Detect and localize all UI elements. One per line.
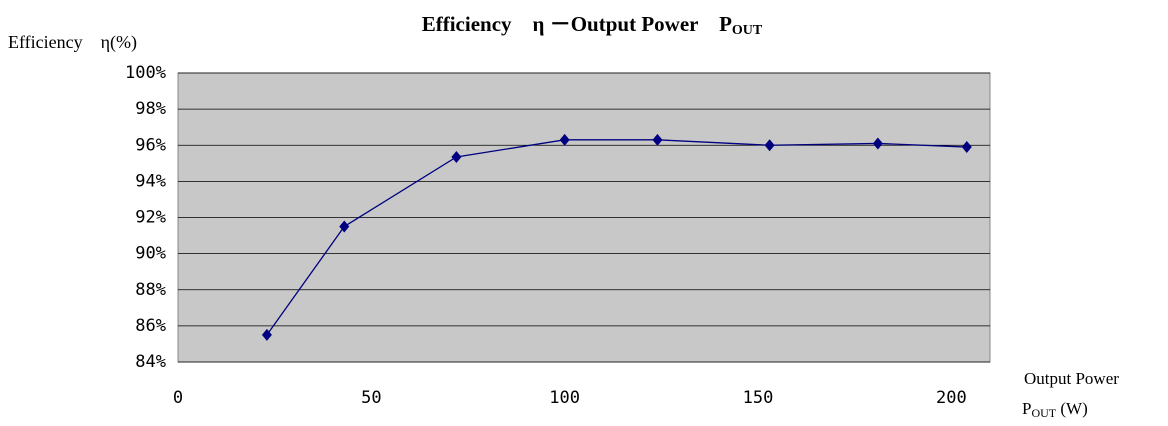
y-tick-label: 96% (135, 135, 166, 155)
y-axis-label: Efficiency η(%) (8, 32, 137, 53)
x-tick-label: 200 (936, 388, 967, 408)
y-tick-label: 90% (135, 244, 166, 264)
y-tick-label: 100% (125, 63, 166, 83)
title-text: Efficiency η －Output Power P (422, 12, 732, 36)
data-point (339, 220, 350, 233)
y-tick-label: 98% (135, 99, 166, 119)
x-axis-label: Output Power (1024, 369, 1119, 388)
y-tick-label: 86% (135, 316, 166, 336)
data-point (559, 133, 570, 146)
x-tick-label: 100 (549, 388, 580, 408)
x-axis-unit: POUT (W) (1022, 399, 1088, 420)
x-tick-label: 50 (361, 388, 381, 408)
data-point (961, 141, 972, 154)
y-tick-label: 88% (135, 280, 166, 300)
x-label-unit: (W) (1056, 399, 1088, 418)
data-point (261, 328, 272, 341)
data-point (451, 150, 462, 163)
data-point (872, 137, 883, 150)
data-point (652, 133, 663, 146)
data-line (266, 139, 967, 336)
x-tick-label: 0 (173, 388, 183, 408)
x-tick-label: 150 (743, 388, 774, 408)
x-label-sub: OUT (1031, 406, 1056, 420)
y-tick-label: 92% (135, 208, 166, 228)
chart-title: Efficiency η －Output Power POUT (422, 12, 763, 38)
y-tick-label: 94% (135, 171, 166, 191)
x-label-main: P (1022, 399, 1031, 418)
y-tick-label: 84% (135, 352, 166, 372)
title-subscript: OUT (732, 23, 763, 38)
data-point (764, 139, 775, 152)
